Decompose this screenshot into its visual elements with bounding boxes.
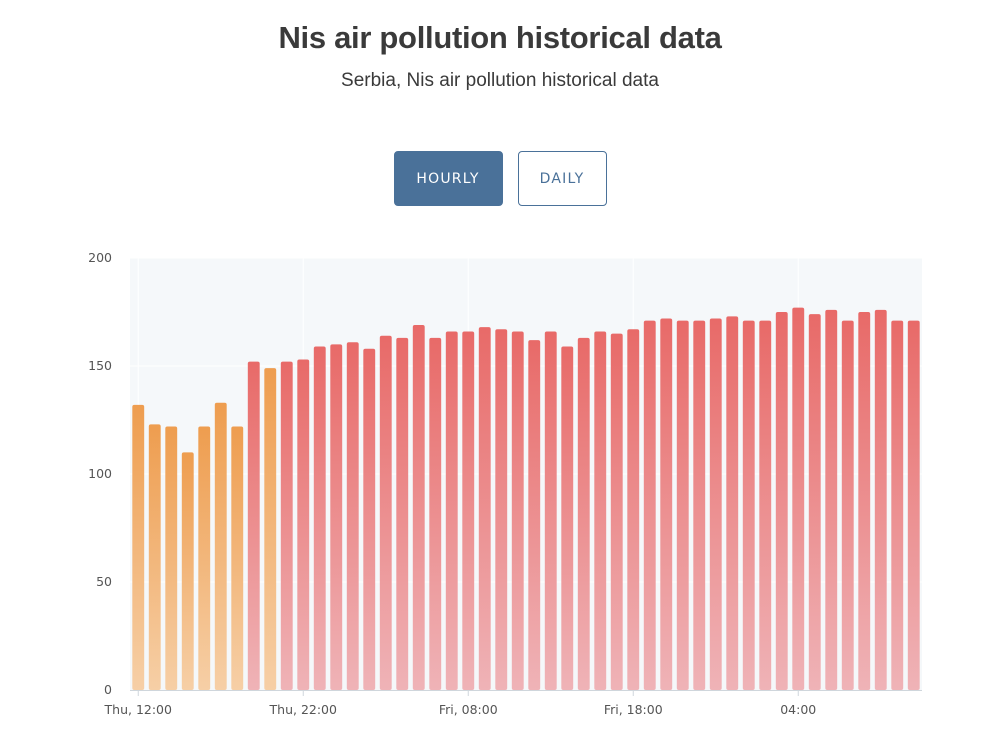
bar[interactable]: Fri 18:00: 167 [627, 329, 640, 690]
bar[interactable]: Sat 07:00: 171 [841, 320, 854, 690]
bar[interactable]: Thu 16:00: 122 [198, 426, 211, 690]
air-pollution-bar-chart: Thu 12:00: 132Thu 13:00: 123 Thu 14:00: 1… [88, 250, 922, 717]
y-tick-label: 200 [88, 250, 112, 265]
bar[interactable]: Fri 21:00: 171 [676, 320, 689, 690]
bar[interactable]: Thu 22:00: 153 [297, 359, 310, 690]
bar[interactable]: Thu 14:00: 122 [165, 426, 178, 690]
bar[interactable]: Thu 19:00: 152 [247, 361, 260, 690]
bar[interactable]: Fri 20:00: 172 [660, 318, 673, 690]
page-title: Nis air pollution historical data [278, 20, 722, 55]
hourly-button[interactable]: HOURLY [393, 151, 503, 206]
bar[interactable]: Thu 21:00: 152 [280, 361, 293, 690]
bar[interactable]: Thu 12:00: 132 [132, 404, 145, 690]
y-tick-label: 0 [104, 682, 112, 697]
y-tick-label: 50 [96, 574, 112, 589]
granularity-toggle: HOURLY DAILY [0, 151, 1000, 206]
bar[interactable]: Sat 02:00: 171 [759, 320, 772, 690]
bar[interactable]: Sat 01:00: 171 [742, 320, 755, 690]
daily-button[interactable]: DAILY [517, 151, 607, 206]
bar[interactable]: Fri 12:00: 162 [528, 340, 541, 690]
bar[interactable]: Fri 03:00: 164 [379, 335, 392, 690]
bar[interactable]: Sat 09:00: 176 [874, 309, 887, 690]
bar[interactable]: Fri 04:00: 163 [396, 337, 409, 690]
bar[interactable]: Fri 11:00: 166 [511, 331, 524, 690]
bar[interactable]: Sat 10:00: 171 [891, 320, 904, 690]
bar[interactable]: Sat 04:00: 177 [792, 307, 805, 690]
bar[interactable]: Sat 03:00: 175 [775, 312, 788, 690]
bar[interactable]: Fri 23:00: 172 [709, 318, 722, 690]
bar[interactable]: Fri 17:00: 165 [610, 333, 623, 690]
bar[interactable]: Fri 14:00: 159 [561, 346, 574, 690]
page-subtitle: Serbia, Nis air pollution historical dat… [341, 70, 659, 91]
bar[interactable]: Fri 08:00: 166 [462, 331, 475, 690]
bar[interactable]: Fri 09:00: 168 [478, 327, 491, 690]
bar[interactable]: Fri 07:00: 166 [445, 331, 458, 690]
bar[interactable]: Sat 11:00: 171 [907, 320, 920, 690]
bars: Thu 12:00: 132Thu 13:00: 123 Thu 14:00: 1… [132, 307, 920, 690]
bar[interactable]: Thu 13:00: 123 [148, 424, 161, 690]
bar[interactable]: Thu 20:00: 149 [264, 368, 277, 690]
x-tick-label: Fri, 08:00 [439, 702, 498, 717]
bar[interactable]: Fri 16:00: 166 [594, 331, 607, 690]
bar[interactable]: Sat 06:00: 176 [825, 309, 838, 690]
bar[interactable]: Fri 00:00: 160 [330, 344, 343, 690]
bar[interactable]: Fri 05:00: 169 [412, 324, 425, 690]
x-tick-label: Fri, 18:00 [604, 702, 663, 717]
bar[interactable]: Fri 15:00: 163 [577, 337, 590, 690]
bar[interactable]: Fri 01:00: 161 [346, 342, 359, 690]
y-axis-ticks: 0 50 100 150 200 [88, 250, 112, 697]
bar[interactable]: Fri 19:00: 171 [643, 320, 656, 690]
bar[interactable]: Thu 23:00: 159 [313, 346, 326, 690]
x-tick-label: Thu, 12:00 [104, 702, 172, 717]
bar[interactable]: Sat 05:00: 174 [808, 314, 821, 690]
bar[interactable]: Fri 06:00: 163 [429, 337, 442, 690]
bar[interactable]: Sat 00:00: 173 [726, 316, 739, 690]
x-tick-label: 04:00 [780, 702, 816, 717]
bar[interactable]: Sat 08:00: 175 [858, 312, 871, 690]
y-tick-label: 100 [88, 466, 112, 481]
y-tick-label: 150 [88, 358, 112, 373]
bar[interactable]: Fri 10:00: 167 [495, 329, 508, 690]
bar[interactable]: Fri 13:00: 166 [544, 331, 557, 690]
bar[interactable]: Thu 18:00: 122 [231, 426, 244, 690]
bar[interactable]: Fri 22:00: 171 [693, 320, 706, 690]
x-tick-label: Thu, 22:00 [269, 702, 337, 717]
bar[interactable]: Fri 02:00: 158 [363, 348, 376, 690]
bar[interactable]: Thu 17:00: 133 [214, 402, 227, 690]
x-axis-ticks: Thu, 12:00 Thu, 22:00 Fri, 08:00 Fri, 18:00… [104, 690, 816, 717]
bar[interactable]: Thu 15:00: 110 [181, 452, 194, 690]
